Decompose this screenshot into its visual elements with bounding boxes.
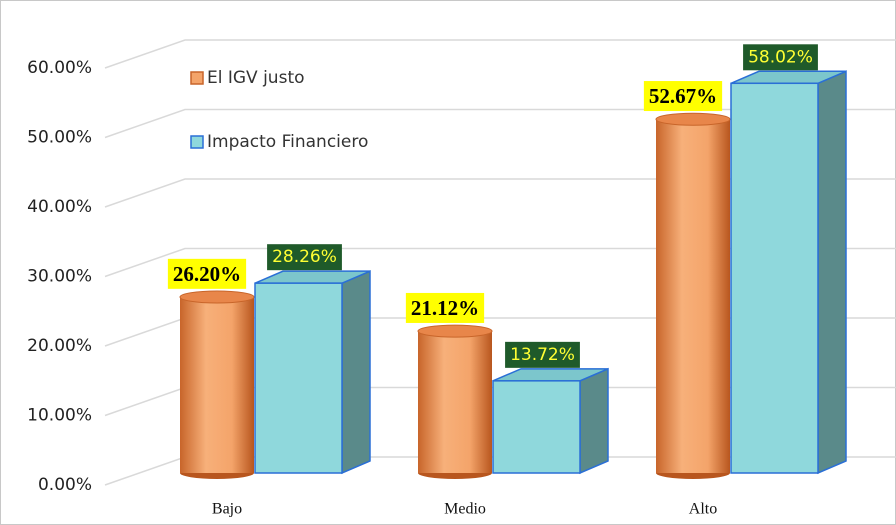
value-label-bg (505, 341, 580, 368)
y-tick-label: 0.00% (38, 475, 92, 495)
cylinder-top (179, 290, 255, 304)
value-label: 52.67% (649, 84, 717, 108)
value-label-bg (743, 44, 818, 71)
y-tick-label: 40.00% (27, 197, 92, 217)
bar (730, 82, 819, 474)
bar-side (341, 270, 371, 475)
value-label-bg (267, 244, 342, 271)
labels: 0.00% 10.00% 20.00% 30.00% 40.00% 50.00% 60.00… (27, 44, 818, 518)
legend-swatch (190, 71, 204, 85)
x-tick-label: Alto (689, 501, 717, 518)
bars (179, 70, 847, 479)
bar (656, 119, 730, 474)
bar (492, 380, 581, 474)
y-tick-label: 10.00% (27, 406, 92, 426)
bar (254, 282, 343, 474)
cylinder-top (655, 112, 731, 126)
value-label: 21.12% (411, 296, 479, 320)
x-tick-label: Bajo (212, 501, 242, 518)
y-tick-label: 50.00% (27, 128, 92, 148)
value-label: 58.02% (748, 47, 813, 67)
value-label: 28.26% (272, 247, 337, 267)
y-tick-label: 20.00% (27, 336, 92, 356)
y-tick-label: 30.00% (27, 267, 92, 287)
cylinder-top (417, 324, 493, 338)
bar-side (817, 70, 847, 475)
legend-label: El IGV justo (207, 68, 305, 88)
legend-label: Impacto Financiero (207, 132, 368, 152)
value-label: 13.72% (510, 345, 575, 365)
value-label-bg (167, 258, 247, 289)
bar-side (579, 367, 609, 475)
value-label-bg (405, 292, 485, 323)
value-label: 26.20% (173, 262, 241, 286)
bar (180, 297, 254, 473)
y-tick-label: 60.00% (27, 58, 92, 78)
value-label-bg (643, 81, 723, 112)
x-tick-label: Medio (444, 501, 486, 518)
grid-line (104, 39, 896, 69)
legend-swatch (190, 135, 204, 149)
bar (418, 331, 492, 473)
